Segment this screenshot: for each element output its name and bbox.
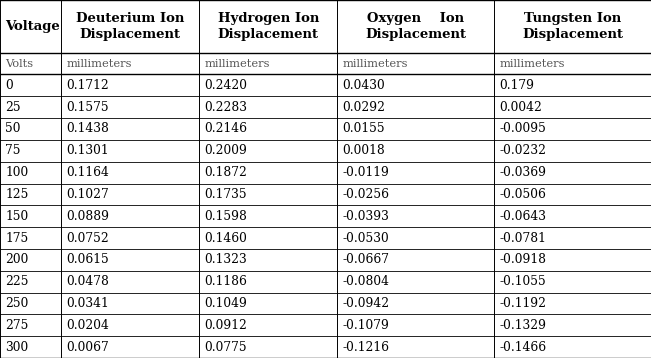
Text: 200: 200 [5, 253, 29, 266]
Text: -0.1216: -0.1216 [342, 340, 389, 354]
Text: 0.1049: 0.1049 [204, 297, 247, 310]
Text: -0.0256: -0.0256 [342, 188, 389, 201]
Text: 100: 100 [5, 166, 29, 179]
Text: 150: 150 [5, 210, 29, 223]
Text: 0.1460: 0.1460 [204, 232, 247, 245]
Text: 0.0430: 0.0430 [342, 79, 385, 92]
Text: 0.179: 0.179 [499, 79, 534, 92]
Text: millimeters: millimeters [342, 59, 408, 69]
Text: -0.1466: -0.1466 [499, 340, 546, 354]
Text: 75: 75 [5, 144, 21, 157]
Text: 0.1575: 0.1575 [66, 101, 109, 114]
Text: millimeters: millimeters [204, 59, 270, 69]
Text: 0.1598: 0.1598 [204, 210, 247, 223]
Text: 0.1323: 0.1323 [204, 253, 247, 266]
Text: -0.1329: -0.1329 [499, 319, 546, 332]
Text: 0.0889: 0.0889 [66, 210, 109, 223]
Text: 0.2009: 0.2009 [204, 144, 247, 157]
Text: 0.0775: 0.0775 [204, 340, 247, 354]
Text: -0.0643: -0.0643 [499, 210, 546, 223]
Text: 0.0478: 0.0478 [66, 275, 109, 288]
Text: -0.1192: -0.1192 [499, 297, 546, 310]
Text: millimeters: millimeters [499, 59, 565, 69]
Text: 0.1164: 0.1164 [66, 166, 109, 179]
Text: Voltage: Voltage [5, 20, 60, 33]
Text: 0.0155: 0.0155 [342, 122, 385, 135]
Text: 0.0067: 0.0067 [66, 340, 109, 354]
Text: Deuterium Ion
Displacement: Deuterium Ion Displacement [76, 12, 184, 41]
Text: 250: 250 [5, 297, 29, 310]
Text: -0.0918: -0.0918 [499, 253, 546, 266]
Text: -0.0119: -0.0119 [342, 166, 389, 179]
Text: millimeters: millimeters [66, 59, 132, 69]
Text: 0.0292: 0.0292 [342, 101, 385, 114]
Text: -0.0393: -0.0393 [342, 210, 389, 223]
Text: 50: 50 [5, 122, 21, 135]
Text: 0.1027: 0.1027 [66, 188, 109, 201]
Text: Volts: Volts [5, 59, 33, 69]
Text: Hydrogen Ion
Displacement: Hydrogen Ion Displacement [217, 12, 319, 41]
Text: 0.0042: 0.0042 [499, 101, 542, 114]
Text: 0.0615: 0.0615 [66, 253, 109, 266]
Text: Tungsten Ion
Displacement: Tungsten Ion Displacement [522, 12, 623, 41]
Text: 0.0204: 0.0204 [66, 319, 109, 332]
Text: 0.1186: 0.1186 [204, 275, 247, 288]
Text: 175: 175 [5, 232, 29, 245]
Text: 300: 300 [5, 340, 29, 354]
Text: 275: 275 [5, 319, 29, 332]
Text: Oxygen    Ion
Displacement: Oxygen Ion Displacement [365, 12, 466, 41]
Text: -0.0804: -0.0804 [342, 275, 389, 288]
Text: -0.0095: -0.0095 [499, 122, 546, 135]
Text: -0.0369: -0.0369 [499, 166, 546, 179]
Text: 0.2146: 0.2146 [204, 122, 247, 135]
Text: 0.1438: 0.1438 [66, 122, 109, 135]
Text: 25: 25 [5, 101, 21, 114]
Text: 0.2420: 0.2420 [204, 79, 247, 92]
Text: 0.1872: 0.1872 [204, 166, 247, 179]
Text: 125: 125 [5, 188, 29, 201]
Text: -0.1055: -0.1055 [499, 275, 546, 288]
Text: -0.0667: -0.0667 [342, 253, 389, 266]
Text: -0.0232: -0.0232 [499, 144, 546, 157]
Text: 0.1712: 0.1712 [66, 79, 109, 92]
Text: -0.1079: -0.1079 [342, 319, 389, 332]
Text: -0.0781: -0.0781 [499, 232, 546, 245]
Text: 0.0018: 0.0018 [342, 144, 385, 157]
Text: -0.0942: -0.0942 [342, 297, 389, 310]
Text: -0.0506: -0.0506 [499, 188, 546, 201]
Text: 0.1301: 0.1301 [66, 144, 109, 157]
Text: 0: 0 [5, 79, 13, 92]
Text: -0.0530: -0.0530 [342, 232, 389, 245]
Text: 0.2283: 0.2283 [204, 101, 247, 114]
Text: 225: 225 [5, 275, 29, 288]
Text: 0.0912: 0.0912 [204, 319, 247, 332]
Text: 0.0341: 0.0341 [66, 297, 109, 310]
Text: 0.0752: 0.0752 [66, 232, 109, 245]
Text: 0.1735: 0.1735 [204, 188, 247, 201]
